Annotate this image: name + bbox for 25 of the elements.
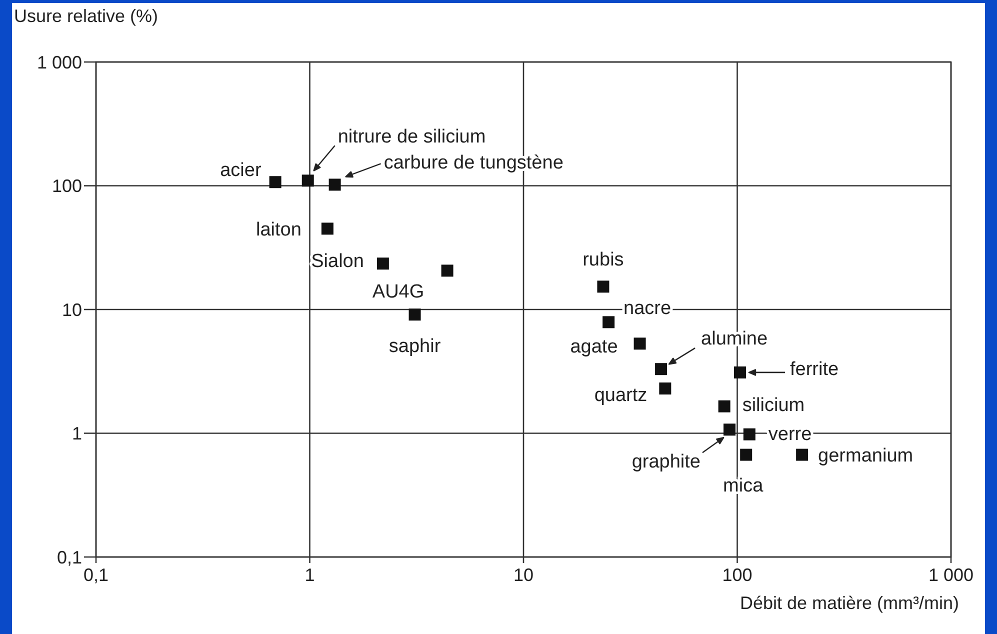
y-axis-title: Usure relative (%) — [14, 6, 158, 26]
x-tick-label: 0,1 — [83, 565, 109, 585]
annotation: saphir — [388, 336, 442, 358]
annotation: ferrite — [790, 359, 839, 380]
y-tick-label: 10 — [62, 300, 82, 320]
x-tick-label: 1 — [304, 565, 315, 585]
annotation: agate — [570, 336, 618, 358]
x-tick-label: 100 — [722, 565, 752, 585]
annotation: AU4G — [372, 281, 424, 302]
annotation: acier — [220, 160, 262, 181]
annotation: quartz — [594, 385, 648, 406]
annotation: graphite — [632, 451, 701, 472]
annotation: silicium — [742, 394, 805, 416]
x-tick-label: 1 000 — [928, 565, 974, 585]
y-tick-label: 1 000 — [36, 52, 82, 72]
annotation: nitrure de silicium — [338, 126, 486, 148]
y-tick-label: 1 — [72, 424, 82, 444]
x-tick-label: 10 — [513, 565, 534, 585]
annotation: rubis — [582, 249, 624, 270]
annotation: laiton — [256, 219, 302, 240]
annotation: Sialon — [311, 251, 364, 272]
x-axis-title: Débit de matière (mm³/min) — [740, 593, 959, 613]
annotation: germanium — [818, 445, 914, 466]
y-tick-label: 100 — [52, 176, 82, 196]
y-tick-label: 0,1 — [56, 547, 82, 568]
